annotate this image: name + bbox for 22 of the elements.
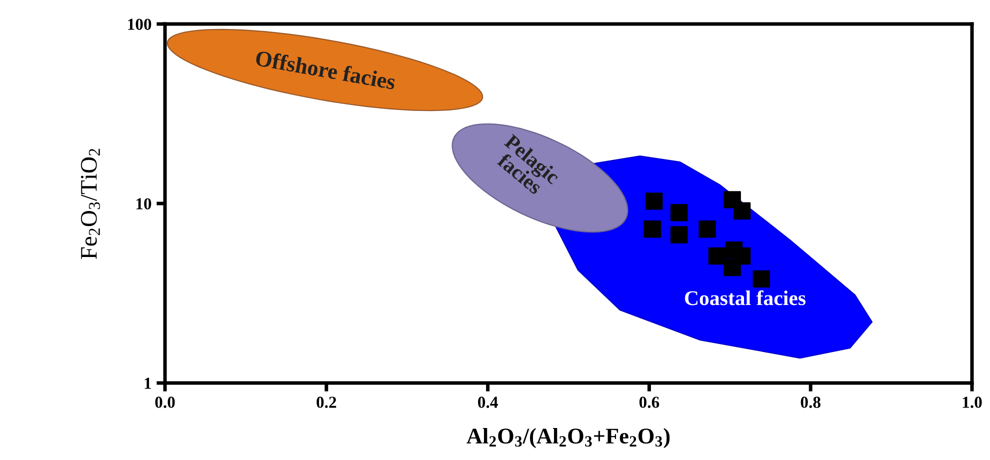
point — [645, 192, 663, 210]
x-tick-label: 0.4 — [478, 396, 498, 408]
x-tick-label: 0.8 — [800, 396, 820, 408]
point — [752, 270, 770, 288]
x-tick-label: 0.6 — [639, 396, 660, 408]
x-tick-label: 0.2 — [316, 396, 336, 408]
y-tick-label: 100 — [128, 18, 152, 30]
annotation: Offshore facies — [255, 50, 396, 90]
y-tick-label: 10 — [136, 198, 152, 210]
point — [708, 247, 726, 265]
x-tick-label: 1.0 — [962, 396, 982, 408]
point — [644, 220, 662, 238]
point — [724, 258, 741, 276]
point — [733, 202, 751, 220]
point — [670, 204, 688, 222]
y-tick-label: 1 — [144, 378, 151, 389]
y-axis-title: Fe$_{2}$O$_{3}$/TiO$_{2}$ — [80, 148, 100, 260]
point — [698, 220, 716, 238]
text: Al$_{2}$O$_{3}$/(Al$_{2}$O$_{3}$+Fe$_{2}$O$_{3}$) — [466, 428, 670, 448]
annotation: Coastal facies — [684, 290, 806, 306]
point — [670, 226, 688, 244]
x-tick-label: 0.0 — [155, 396, 175, 408]
